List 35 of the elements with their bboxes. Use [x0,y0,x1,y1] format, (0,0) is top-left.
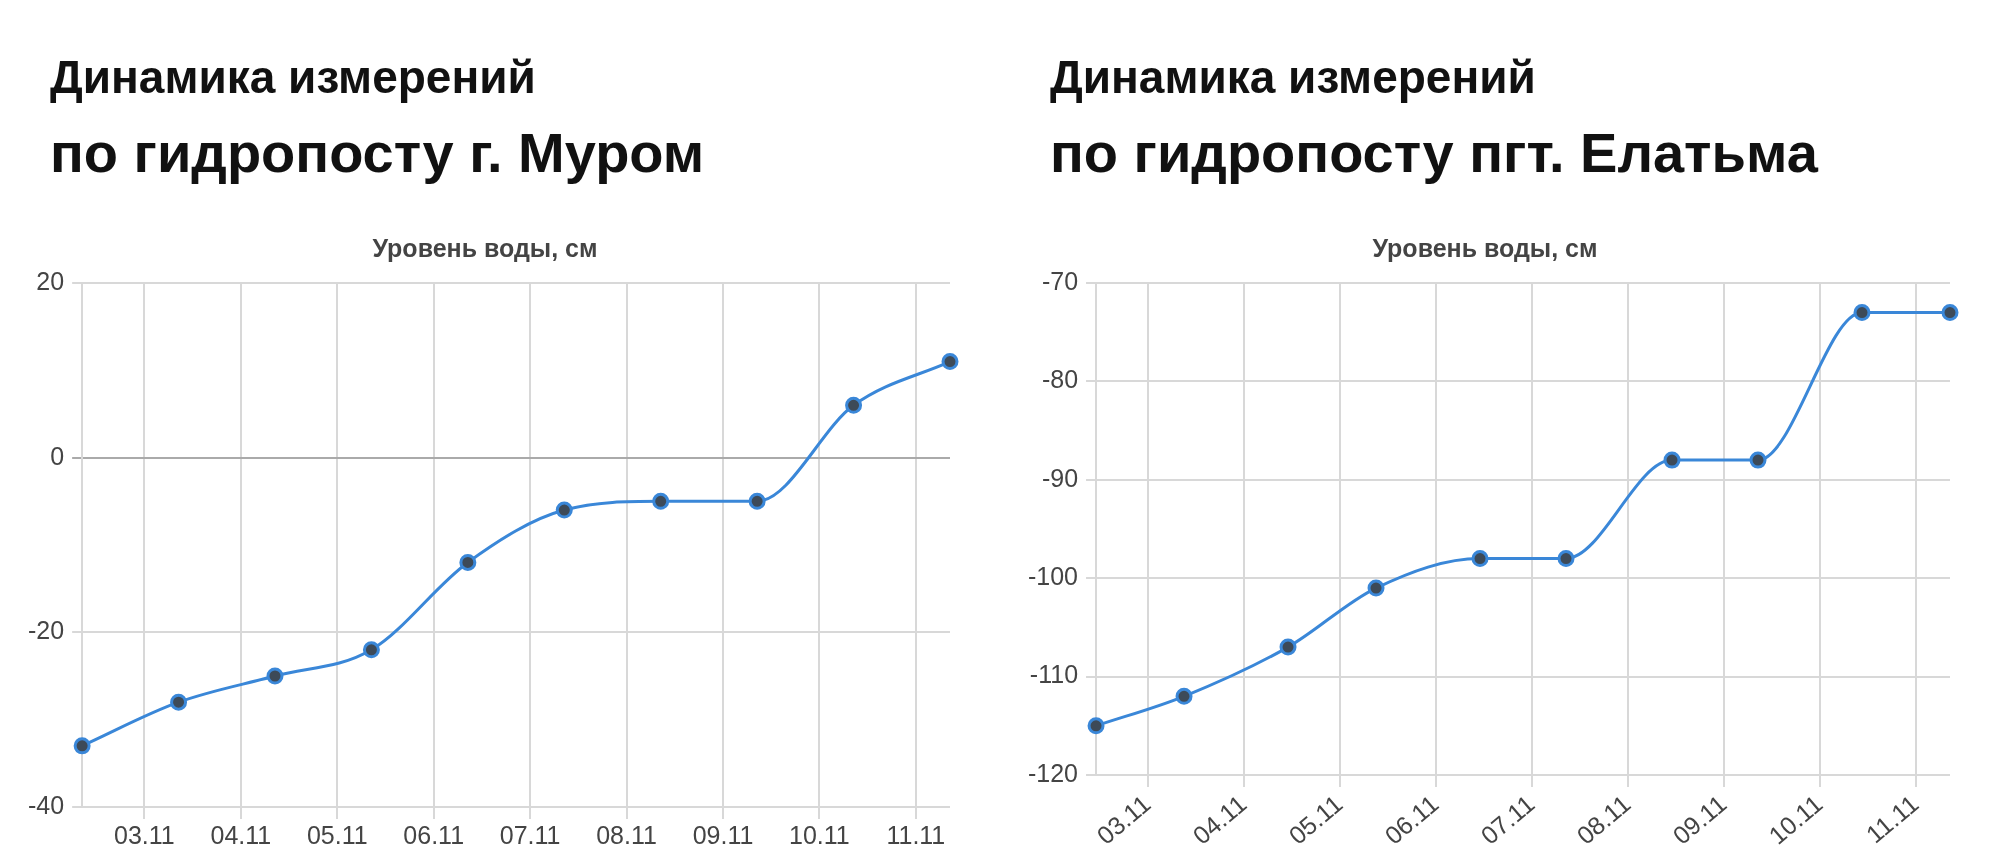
y-tick-label: -70 [1041,266,1079,295]
y-tick-label: -110 [1029,660,1079,689]
x-tick-label: 08.11 [596,820,657,849]
chart-subtitle: по гидропосту г. Муром [50,120,705,185]
chart-subtitle: по гидропосту пгт. Елатьма [1050,120,1818,185]
y-tick-label: -20 [27,616,65,645]
y-tick-label: -120 [1027,758,1079,787]
x-tick-label: 09.11 [692,820,754,849]
y-tick-label: 20 [36,266,65,295]
point [555,501,573,519]
point [845,396,863,414]
x-tick-label: 10.11 [789,820,850,849]
y-tick-label: -100 [1027,562,1079,591]
point [941,353,959,371]
y-axis-title: Уровень воды, см [1372,233,1598,262]
chart-title: Динамика измерений [50,50,536,104]
point [748,492,766,510]
y-tick-label: -40 [27,790,65,819]
point [652,492,670,510]
y-tick-label: -90 [1041,463,1079,492]
x-tick-label: 03.11 [114,820,175,849]
chart-title: Динамика измерений [1050,50,1536,104]
point [170,693,188,711]
y-tick-label: 0 [50,441,65,470]
y-axis-title: Уровень воды, см [372,233,598,262]
point [459,553,477,571]
x-tick-label: 11.11 [886,820,946,849]
point [362,641,380,659]
x-tick-label: 07.11 [499,820,561,849]
y-tick-label: -80 [1041,365,1079,394]
x-tick-label: 04.11 [210,820,272,849]
x-tick-label: 05.11 [306,820,368,849]
point [266,667,284,685]
point [73,737,91,755]
x-tick-label: 06.11 [403,820,465,849]
